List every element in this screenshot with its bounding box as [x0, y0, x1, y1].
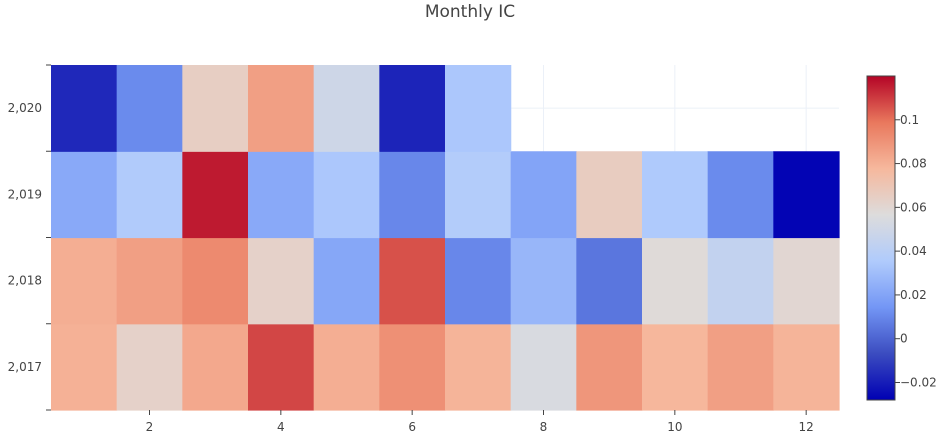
- heatmap-cell: [116, 237, 183, 325]
- heatmap-cell: [313, 151, 380, 239]
- heatmap-cell: [707, 237, 774, 325]
- heatmap-cell: [510, 237, 577, 325]
- heatmap-cell: [576, 151, 643, 239]
- heatmap-cell: [445, 237, 512, 325]
- heatmap-cell: [379, 323, 446, 411]
- heatmap-cell: [576, 237, 643, 325]
- heatmap-cell: [445, 323, 512, 411]
- heatmap-cell: [576, 323, 643, 411]
- colorbar-scale: [866, 75, 896, 401]
- colorbar-tick-label: 0.08: [900, 157, 927, 171]
- x-tick-label: 2: [146, 420, 154, 434]
- colorbar-tick-label: 0.02: [900, 288, 927, 302]
- heatmap-cell: [182, 237, 249, 325]
- axes: 2 4 6 8 10 12 2,017 2,018 2,019 2,020: [8, 64, 814, 434]
- heatmap-cell: [51, 65, 118, 152]
- heatmap-cell: [773, 237, 840, 325]
- heatmap-cell: [642, 323, 709, 411]
- colorbar-tick-label: −0.02: [900, 375, 937, 389]
- heatmap-cell: [51, 323, 118, 411]
- heatmap-cell: [445, 65, 512, 152]
- heatmap-cell: [182, 323, 249, 411]
- heatmap-cell: [379, 237, 446, 325]
- x-tick-label: 8: [540, 420, 548, 434]
- heatmap-cell: [379, 151, 446, 239]
- heatmap-cell: [707, 323, 774, 411]
- x-tick-label: 10: [667, 420, 682, 434]
- colorbar-tick-label: 0.06: [900, 200, 927, 214]
- x-tick-label: 12: [799, 420, 814, 434]
- colorbar-tick-label: 0: [900, 332, 908, 346]
- heatmap-cell: [116, 65, 183, 152]
- heatmap-cell: [313, 323, 380, 411]
- heatmap-cell: [51, 237, 118, 325]
- heatmap-cell: [116, 323, 183, 411]
- heatmap-cell: [182, 151, 249, 239]
- heatmap-cell: [445, 151, 512, 239]
- chart-title: Monthly IC: [425, 2, 515, 22]
- heatmap-cell: [773, 323, 840, 411]
- y-tick-label: 2,017: [8, 360, 42, 374]
- y-tick-label: 2,019: [8, 187, 42, 201]
- colorbar: −0.02 0 0.02 0.04 0.06 0.08 0.1: [866, 75, 937, 401]
- heatmap-cell: [248, 65, 315, 152]
- heatmap-cell: [248, 237, 315, 325]
- colorbar-tick-label: 0.04: [900, 244, 927, 258]
- heatmap-cell: [182, 65, 249, 152]
- heatmap-cell: [313, 65, 380, 152]
- y-tick-label: 2,018: [8, 274, 42, 288]
- y-tick-label: 2,020: [8, 101, 42, 115]
- heatmap-cell: [773, 151, 840, 239]
- heatmap-cell: [248, 151, 315, 239]
- heatmap-cell: [313, 237, 380, 325]
- heatmap-cell: [51, 151, 118, 239]
- heatmap-cell: [510, 323, 577, 411]
- x-tick-label: 4: [277, 420, 285, 434]
- heatmap-cell: [707, 151, 774, 239]
- heatmap-cell: [642, 237, 709, 325]
- heatmap-cell: [510, 151, 577, 239]
- heatmap-cell: [642, 151, 709, 239]
- colorbar-tick-label: 0.1: [900, 113, 919, 127]
- x-tick-label: 6: [408, 420, 416, 434]
- heatmap-cell: [379, 65, 446, 152]
- heatmap-cells: [51, 65, 840, 411]
- heatmap-cell: [248, 323, 315, 411]
- heatmap-cell: [116, 151, 183, 239]
